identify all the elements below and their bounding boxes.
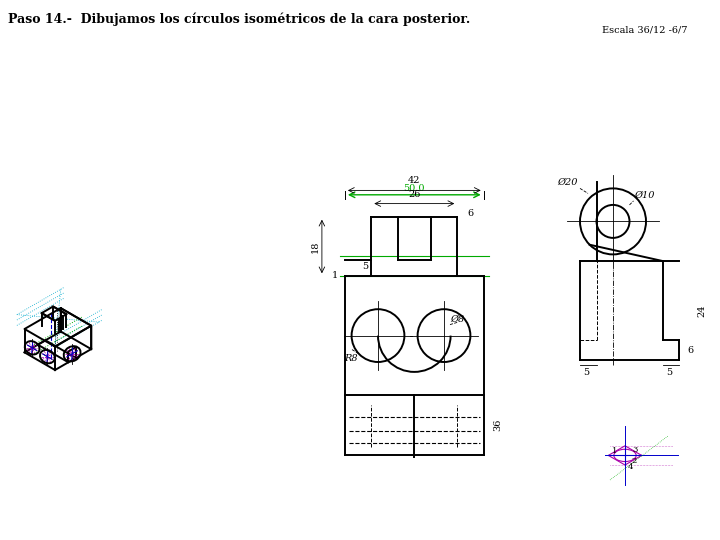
Text: 50.0: 50.0: [403, 184, 425, 193]
Text: 3: 3: [632, 447, 637, 454]
Text: Escala 36/12 -6/7: Escala 36/12 -6/7: [602, 25, 688, 35]
Text: 6: 6: [687, 346, 693, 355]
Text: 42: 42: [408, 177, 420, 185]
Text: 5: 5: [362, 262, 368, 271]
Text: 4: 4: [628, 463, 634, 471]
Text: 18: 18: [311, 240, 320, 253]
Text: Ø20: Ø20: [557, 178, 578, 186]
Text: 36: 36: [494, 419, 503, 431]
Text: R8: R8: [344, 354, 358, 362]
Text: Ø10: Ø10: [634, 191, 655, 200]
Text: 24: 24: [697, 304, 706, 317]
Text: 5: 5: [583, 368, 590, 377]
Text: 1: 1: [612, 448, 618, 455]
Text: Paso 14.-  Dibujamos los círculos isométricos de la cara posterior.: Paso 14.- Dibujamos los círculos isométr…: [8, 12, 470, 25]
Text: Ø8: Ø8: [450, 315, 464, 323]
Text: 2: 2: [632, 457, 637, 465]
Text: 26: 26: [408, 190, 420, 199]
Text: 6: 6: [467, 209, 473, 218]
Text: 1: 1: [332, 271, 338, 280]
Text: 5: 5: [666, 368, 672, 377]
